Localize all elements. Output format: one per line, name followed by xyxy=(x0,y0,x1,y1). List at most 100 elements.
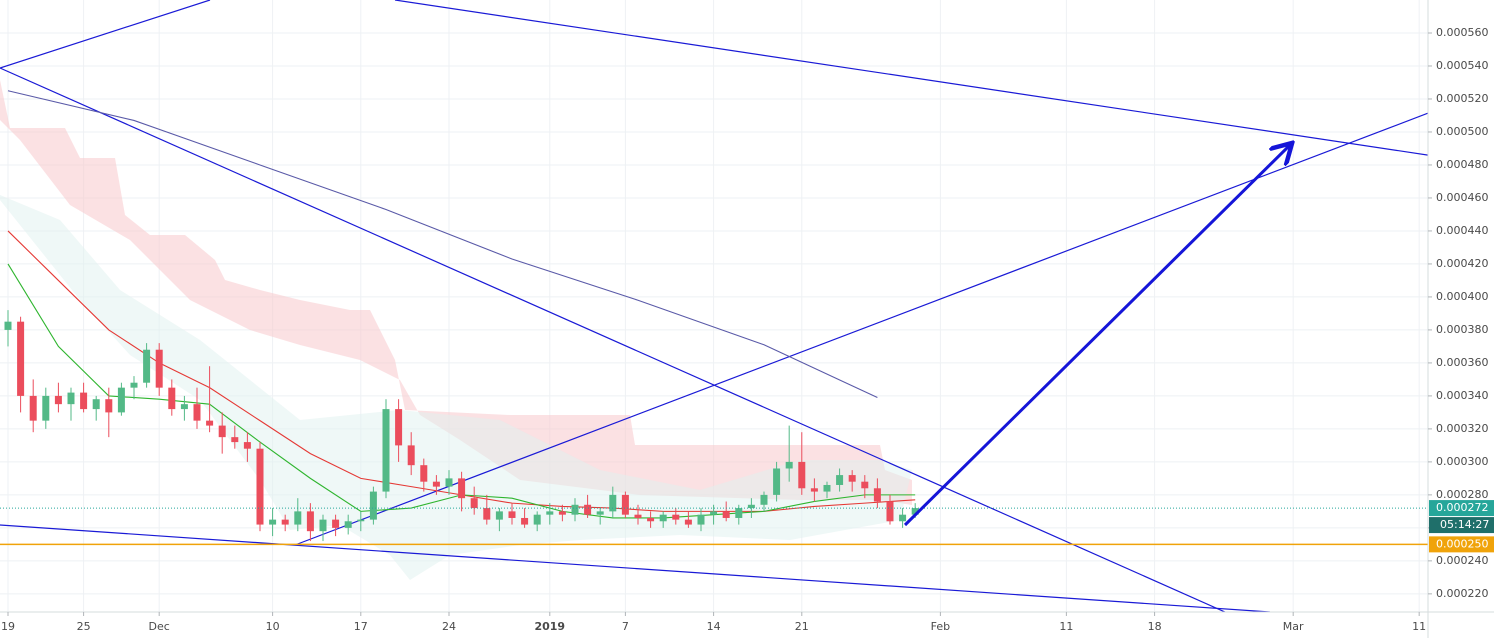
y-tick-label: 0.000560 xyxy=(1436,26,1489,39)
candle-body xyxy=(495,511,503,520)
candle-body xyxy=(684,519,692,525)
candle-body xyxy=(647,517,655,522)
candle-body xyxy=(281,519,289,525)
candle-body xyxy=(67,392,75,405)
candle-body xyxy=(369,491,377,520)
y-tick-label: 0.000400 xyxy=(1436,290,1489,303)
candle-body xyxy=(521,517,529,525)
trend-line xyxy=(0,67,1226,612)
y-tick-label: 0.000440 xyxy=(1436,224,1489,237)
candle-body xyxy=(697,514,705,525)
candle-body xyxy=(785,461,793,469)
candle-body xyxy=(306,511,314,532)
candle-body xyxy=(231,437,239,443)
x-tick-label: Feb xyxy=(931,620,950,633)
candle-body xyxy=(458,478,466,499)
forecast-arrow xyxy=(903,145,1290,527)
x-tick-label: 24 xyxy=(442,620,456,633)
candle-body xyxy=(344,521,352,528)
x-tick-label: 14 xyxy=(707,620,721,633)
candle-body xyxy=(571,504,579,515)
x-tick-label: 18 xyxy=(1148,620,1162,633)
candle-body xyxy=(54,395,62,405)
candle-body xyxy=(180,404,188,410)
candle-body xyxy=(773,468,781,495)
candle-body xyxy=(117,387,125,413)
x-tick-label: 19 xyxy=(1,620,15,633)
candle-body xyxy=(659,514,667,522)
candle-body xyxy=(722,511,730,518)
candle-body xyxy=(710,511,718,515)
candle-body xyxy=(407,445,415,466)
x-tick-label: Dec xyxy=(149,620,170,633)
candle-body xyxy=(105,399,113,413)
candle-body xyxy=(470,498,478,509)
candle-body xyxy=(420,465,428,482)
candle-body xyxy=(886,501,894,522)
y-tick-label: 0.000520 xyxy=(1436,92,1489,105)
candle-body xyxy=(382,409,390,492)
candle-body xyxy=(395,409,403,446)
candle-body xyxy=(80,392,88,410)
y-tick-label: 0.000360 xyxy=(1436,356,1489,369)
y-tick-label: 0.000300 xyxy=(1436,455,1489,468)
candle-body xyxy=(243,442,251,449)
candle-body xyxy=(92,399,100,410)
candle-body xyxy=(445,478,453,487)
candle-body xyxy=(193,404,201,421)
candle-body xyxy=(672,514,680,520)
candle-body xyxy=(168,387,176,410)
support-label: 0.000250 xyxy=(1436,537,1489,550)
candle-body xyxy=(42,395,50,421)
drawings xyxy=(0,0,1428,612)
y-tick-label: 0.000340 xyxy=(1436,389,1489,402)
x-tick-label: 21 xyxy=(795,620,809,633)
candle-body xyxy=(836,475,844,485)
candle-body xyxy=(206,420,214,426)
candle-body xyxy=(634,514,642,518)
candle-body xyxy=(256,448,264,525)
candle-body xyxy=(899,514,907,522)
candle-body xyxy=(584,504,592,515)
x-tick-label: 7 xyxy=(622,620,629,633)
candle-body xyxy=(432,481,440,487)
candle-body xyxy=(155,349,163,388)
countdown-tag xyxy=(1429,517,1494,534)
candle-body xyxy=(143,349,151,383)
y-tick-label: 0.000220 xyxy=(1436,587,1489,600)
candle-body xyxy=(130,382,138,388)
x-tick-label: 10 xyxy=(266,620,280,633)
x-tick-label: 11 xyxy=(1059,620,1073,633)
candle-body xyxy=(823,484,831,492)
candle-body xyxy=(332,519,340,528)
candle-body xyxy=(621,494,629,515)
candle-body xyxy=(17,321,25,396)
candle-body xyxy=(29,395,37,421)
countdown-label: 05:14:27 xyxy=(1440,518,1489,531)
candle-body xyxy=(798,461,806,489)
candle-body xyxy=(558,511,566,515)
candle-body xyxy=(609,494,617,512)
candle-body xyxy=(269,519,277,525)
indicator-line xyxy=(7,90,878,399)
candle-body xyxy=(848,475,856,482)
candle-body xyxy=(911,508,919,515)
candle-body xyxy=(483,508,491,520)
candle-body xyxy=(747,504,755,509)
support-tag xyxy=(1429,536,1494,553)
y-tick-label: 0.000500 xyxy=(1436,125,1489,138)
last-price-label: 0.000272 xyxy=(1436,501,1489,514)
y-tick-label: 0.000380 xyxy=(1436,323,1489,336)
candle-body xyxy=(357,519,365,522)
y-tick-label: 0.000420 xyxy=(1436,257,1489,270)
candle-body xyxy=(218,425,226,438)
y-tick-label: 0.000280 xyxy=(1436,488,1489,501)
band xyxy=(0,195,912,580)
trend-line xyxy=(0,524,1271,612)
x-tick-label: Mar xyxy=(1283,620,1304,633)
candle-body xyxy=(596,511,604,515)
candle-body xyxy=(319,519,327,532)
y-tick-label: 0.000540 xyxy=(1436,59,1489,72)
last-price-tag xyxy=(1429,500,1494,517)
